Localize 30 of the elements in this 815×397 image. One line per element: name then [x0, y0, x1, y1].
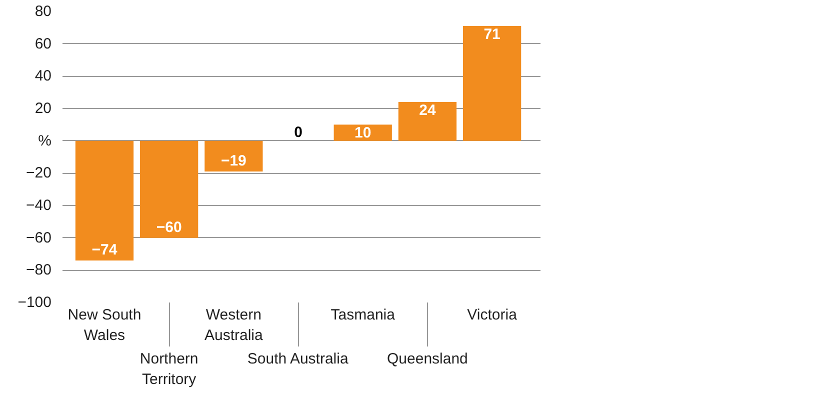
data-label: 0 [294, 124, 302, 141]
x-tick-label: Victoria [467, 306, 518, 324]
x-tick-label: Western Australia [204, 306, 264, 344]
y-tick-label: −40 [26, 197, 52, 214]
y-tick-label: 80 [34, 3, 52, 20]
bar [334, 124, 392, 141]
data-label: 10 [354, 124, 372, 142]
x-tick-label: Queensland [387, 350, 468, 368]
y-tick-label: −60 [26, 229, 52, 246]
data-label: 24 [419, 102, 436, 120]
y-tick-label: 40 [34, 68, 52, 85]
x-tick-label: Tasmania [330, 306, 396, 324]
bar [398, 102, 457, 141]
x-tick-label: South Australia [247, 350, 349, 368]
data-label: −74 [92, 241, 118, 258]
y-tick-label: −80 [26, 262, 52, 279]
bar [462, 26, 522, 141]
y-tick-label: % [38, 132, 52, 150]
y-tick-label: −20 [26, 164, 52, 182]
data-label: 71 [484, 26, 500, 44]
bar [140, 140, 198, 238]
y-tick-label: 20 [34, 100, 52, 117]
x-tick-label: Northern Territory [140, 350, 198, 388]
y-tick-label: −100 [18, 294, 52, 311]
x-tick-label: New South Wales [68, 306, 142, 344]
bar [75, 140, 134, 260]
bar [204, 140, 263, 172]
data-label: −19 [220, 152, 246, 170]
data-label: −60 [156, 218, 182, 236]
y-tick-label: 60 [34, 35, 52, 52]
